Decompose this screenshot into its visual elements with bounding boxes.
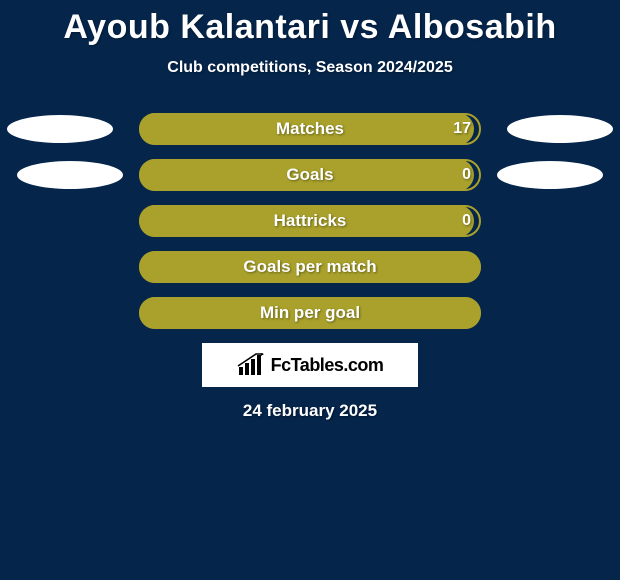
date-text: 24 february 2025 — [0, 401, 620, 421]
logo-text: FcTables.com — [271, 355, 384, 376]
logo-box: FcTables.com — [202, 343, 418, 387]
left-ellipse — [7, 115, 113, 143]
stat-row: Goals per match — [0, 251, 620, 283]
bar-label: Goals — [139, 159, 481, 191]
bar-label: Hattricks — [139, 205, 481, 237]
page-title: Ayoub Kalantari vs Albosabih — [0, 0, 620, 47]
right-ellipse — [497, 161, 603, 189]
bar-label: Min per goal — [139, 297, 481, 329]
chart-icon — [237, 353, 265, 377]
bar-label: Goals per match — [139, 251, 481, 283]
stat-bar: Min per goal — [139, 297, 481, 329]
page-subtitle: Club competitions, Season 2024/2025 — [0, 59, 620, 77]
bar-label: Matches — [139, 113, 481, 145]
stat-row: Goals0 — [0, 159, 620, 191]
stat-bar: Goals per match — [139, 251, 481, 283]
stat-bar: Goals0 — [139, 159, 481, 191]
stat-row: Matches17 — [0, 113, 620, 145]
stat-row: Min per goal — [0, 297, 620, 329]
right-ellipse — [507, 115, 613, 143]
bar-value-right: 17 — [453, 113, 471, 145]
bar-value-right: 0 — [462, 205, 471, 237]
stats-rows: Matches17Goals0Hattricks0Goals per match… — [0, 113, 620, 329]
stat-bar: Hattricks0 — [139, 205, 481, 237]
bar-value-right: 0 — [462, 159, 471, 191]
stat-bar: Matches17 — [139, 113, 481, 145]
left-ellipse — [17, 161, 123, 189]
stat-row: Hattricks0 — [0, 205, 620, 237]
